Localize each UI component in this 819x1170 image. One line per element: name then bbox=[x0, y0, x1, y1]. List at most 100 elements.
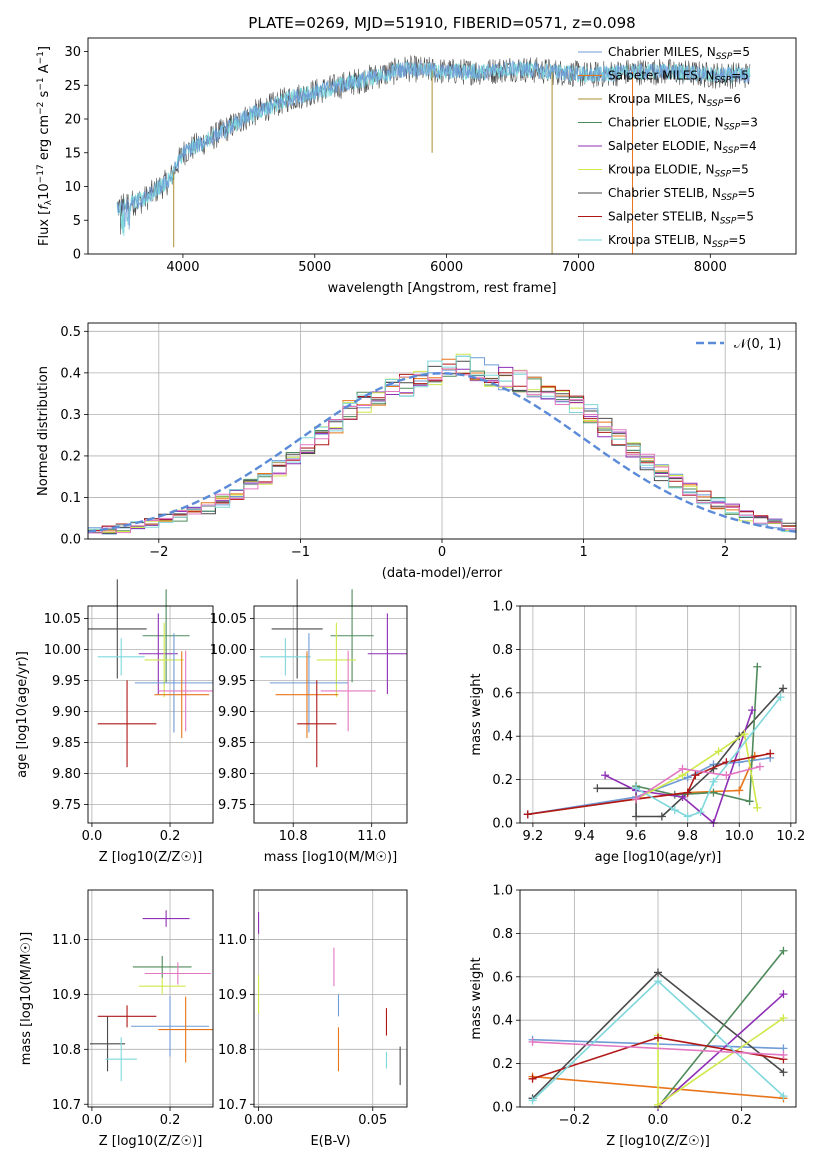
y-tick-label: 11.0 bbox=[218, 933, 247, 948]
mass-weight-marker bbox=[632, 795, 641, 804]
mass-weight-marker bbox=[779, 1092, 788, 1101]
legend-label: Kroupa MILES, NSSP=6 bbox=[608, 92, 741, 109]
x-tick-label: 9.8 bbox=[677, 829, 698, 844]
y-axis-label: Normed distribution bbox=[36, 366, 51, 496]
y-tick-label: 10 bbox=[64, 180, 81, 195]
x-tick-label: 10.8 bbox=[279, 829, 308, 844]
x-tick-label: 0.2 bbox=[160, 829, 181, 844]
mass-weight-marker bbox=[696, 808, 705, 817]
y-tick-label: 1.0 bbox=[492, 884, 513, 899]
mass-weight-marker bbox=[740, 730, 749, 739]
y-axis-label: mass [log10(M/M☉)] bbox=[19, 932, 34, 1065]
y-tick-label: 10.05 bbox=[44, 612, 81, 627]
age-vs-mass-chart: 10.8 11.0 9.75 9.80 9.85 9.90 9.95 10.00 10.05 ma… bbox=[210, 579, 408, 865]
mass-weight-marker bbox=[683, 812, 692, 821]
x-tick-label: 10.2 bbox=[776, 829, 805, 844]
y-tick-label: 0.3 bbox=[60, 408, 81, 423]
mass-weight-marker bbox=[779, 1068, 788, 1077]
x-tick-label: 5000 bbox=[298, 260, 331, 275]
x-tick-label: 4000 bbox=[166, 260, 199, 275]
mass-weight-marker bbox=[779, 946, 788, 955]
x-tick-label: 8000 bbox=[694, 260, 727, 275]
x-tick-label: −2 bbox=[149, 545, 168, 560]
mass-weight-line bbox=[635, 696, 782, 818]
x-axis-label: (data-model)/error bbox=[382, 566, 503, 581]
axes-frame bbox=[519, 605, 797, 824]
x-axis-label: Z [log10(Z/Z☉)] bbox=[99, 1134, 203, 1149]
x-tick-label: 0.0 bbox=[82, 829, 103, 844]
mass-weight-line bbox=[604, 709, 753, 824]
x-tick-label: 0.05 bbox=[358, 1113, 387, 1128]
y-tick-label: 9.85 bbox=[52, 736, 81, 751]
mass-weight-marker bbox=[678, 792, 687, 801]
y-tick-label: 0.2 bbox=[60, 449, 81, 464]
x-tick-label: 2 bbox=[721, 545, 729, 560]
axes-frame bbox=[87, 37, 797, 255]
mass-weight-marker bbox=[779, 684, 788, 693]
legend-label: Salpeter STELIB, NSSP=5 bbox=[608, 210, 754, 227]
y-tick-label: 0 bbox=[73, 248, 81, 263]
y-tick-label: 0.0 bbox=[60, 533, 81, 548]
y-tick-label: 0.0 bbox=[492, 817, 513, 832]
mass-weight-marker bbox=[779, 1014, 788, 1023]
mass-weight-marker bbox=[654, 968, 662, 977]
mass-weight-vs-Z-chart: −0.2 0.0 0.2 0.0 0.2 0.4 0.6 0.8 1.0 Z [log10(Z/Z… bbox=[469, 884, 797, 1149]
y-tick-label: 0.2 bbox=[492, 773, 513, 788]
y-tick-label: 10.7 bbox=[218, 1098, 247, 1113]
mass-weight-marker bbox=[683, 788, 692, 797]
x-tick-label: 0.0 bbox=[82, 1113, 103, 1128]
residuals-chart: −2 −1 0 1 2 0.0 0.1 0.2 0.3 0.4 0.5 𝒩(0, 1) (data-mo… bbox=[36, 322, 797, 581]
spectrum-chart: 4000 5000 6000 7000 8000 0 5 10 15 20 25 30 Chabrier… bbox=[36, 37, 797, 296]
y-tick-label: 9.80 bbox=[218, 767, 247, 782]
y-tick-label: 0.1 bbox=[60, 491, 81, 506]
mass-weight-marker bbox=[709, 777, 718, 786]
x-axis-label: E(B-V) bbox=[310, 1134, 350, 1149]
mass-weight-line bbox=[657, 993, 785, 1108]
mass-weight-marker bbox=[714, 747, 723, 756]
mass-weight-marker bbox=[748, 706, 757, 715]
mass-weight-marker bbox=[753, 662, 762, 671]
mass-weight-marker bbox=[753, 803, 762, 812]
x-axis-label: mass [log10(M/M☉)] bbox=[264, 850, 397, 865]
y-tick-label: 0.4 bbox=[492, 730, 513, 745]
gaussian-curve bbox=[87, 372, 797, 533]
mass-weight-line bbox=[635, 765, 761, 800]
x-tick-label: 9.4 bbox=[574, 829, 595, 844]
histogram-series bbox=[87, 368, 796, 539]
legend-label: Kroupa ELODIE, NSSP=5 bbox=[608, 163, 749, 180]
mass-weight-marker bbox=[779, 990, 788, 999]
x-axis-label: Z [log10(Z/Z☉)] bbox=[99, 850, 203, 865]
mass-weight-marker bbox=[593, 784, 602, 793]
mass-weight-marker bbox=[654, 1100, 662, 1109]
legend-label: Salpeter MILES, NSSP=5 bbox=[608, 69, 749, 86]
legend-label: Salpeter ELODIE, NSSP=4 bbox=[608, 139, 757, 156]
mass-weight-line bbox=[527, 757, 771, 816]
y-tick-label: 0.4 bbox=[492, 1014, 513, 1029]
x-axis-label: age [log10(age/yr)] bbox=[595, 850, 722, 865]
axes-frame bbox=[87, 605, 214, 824]
mass-weight-marker bbox=[657, 812, 666, 821]
y-tick-label: 9.95 bbox=[52, 674, 81, 689]
legend-label: Chabrier ELODIE, NSSP=3 bbox=[608, 116, 758, 133]
mass-weight-marker bbox=[632, 812, 641, 821]
mass-weight-marker bbox=[528, 1096, 537, 1105]
mass-vs-Z-chart: 0.0 0.2 10.7 10.8 10.9 11.0 Z [log10(Z/Z☉)] mas… bbox=[19, 889, 214, 1149]
mass-weight-marker bbox=[654, 1033, 662, 1042]
y-tick-label: 30 bbox=[64, 45, 81, 60]
mass-weight-marker bbox=[745, 797, 754, 806]
mass-weight-marker bbox=[601, 771, 610, 780]
y-tick-label: 0.4 bbox=[60, 366, 81, 381]
mass-weight-marker bbox=[528, 1037, 537, 1046]
y-tick-label: 10.7 bbox=[52, 1098, 81, 1113]
y-tick-label: 10.8 bbox=[218, 1043, 247, 1058]
mass-weight-line bbox=[657, 1017, 784, 1106]
x-tick-label: 10.0 bbox=[725, 829, 754, 844]
axes-frame bbox=[87, 322, 797, 540]
mass-weight-marker bbox=[683, 773, 692, 782]
mass-weight-line bbox=[532, 1041, 784, 1056]
x-tick-label: 0.2 bbox=[731, 1113, 752, 1128]
mass-weight-marker bbox=[766, 749, 775, 758]
age-vs-Z-chart: 0.0 0.2 9.75 9.80 9.85 9.90 9.95 10.00 10.05 Z [l… bbox=[15, 579, 214, 865]
y-tick-label: 10.05 bbox=[210, 612, 247, 627]
